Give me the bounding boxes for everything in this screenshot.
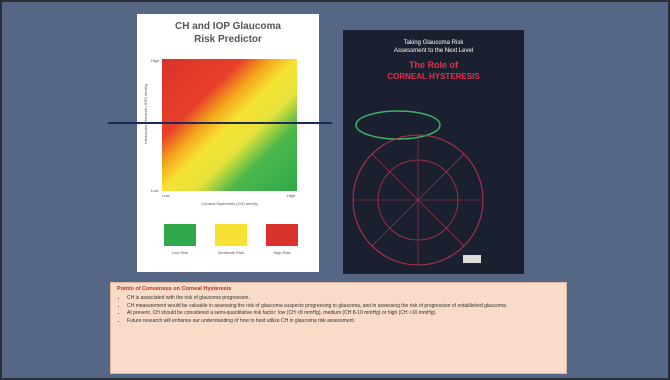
poster: Taking Glaucoma Risk Assessment to the N…: [343, 30, 524, 274]
legend-label: High Risk: [266, 250, 298, 255]
legend-swatch: [164, 224, 196, 246]
slide: CH and IOP Glaucoma Risk Predictor Intra…: [0, 0, 670, 380]
chart-title-text: CH and IOP Glaucoma Risk Predictor: [168, 20, 288, 46]
legend-swatch: [266, 224, 298, 246]
legend-swatch: [215, 224, 247, 246]
x-high: High: [287, 193, 295, 198]
x-axis-label: Corneal Hysteresis (CH) mmHg: [162, 201, 297, 206]
y-low: Low: [151, 188, 158, 193]
consensus-bullet: At present, CH should be considered a se…: [127, 310, 560, 318]
legend-label: Moderate Risk: [215, 250, 247, 255]
poster-line: The Role of: [343, 60, 524, 70]
consensus-list: CH is associated with the risk of glauco…: [111, 295, 560, 325]
consensus-bullet: CH measurement would be valuable in asse…: [127, 303, 560, 311]
consensus-title: Points of Consensus on Corneal Hysteresi…: [117, 286, 231, 292]
chart-title: CH and IOP Glaucoma Risk Predictor: [137, 20, 319, 46]
legend-label: Low Risk: [164, 250, 196, 255]
risk-gradient: [162, 59, 297, 191]
poster-line: Assessment to the Next Level: [343, 48, 524, 54]
poster-line: CORNEAL HYSTERESIS: [343, 72, 524, 81]
y-axis-label: Intraocular Pressure (IOP) mmHg: [143, 74, 148, 154]
y-high: High: [151, 58, 159, 63]
divider-line: [108, 122, 332, 124]
risk-chart-card: CH and IOP Glaucoma Risk Predictor Intra…: [137, 14, 319, 272]
consensus-bullet: Future research will enhance our underst…: [127, 318, 560, 326]
x-low: Low: [162, 193, 169, 198]
poster-art: [343, 100, 524, 270]
consensus-bullet: CH is associated with the risk of glauco…: [127, 295, 560, 303]
consensus-box: Points of Consensus on Corneal Hysteresi…: [110, 282, 567, 374]
poster-line: Taking Glaucoma Risk: [343, 40, 524, 46]
